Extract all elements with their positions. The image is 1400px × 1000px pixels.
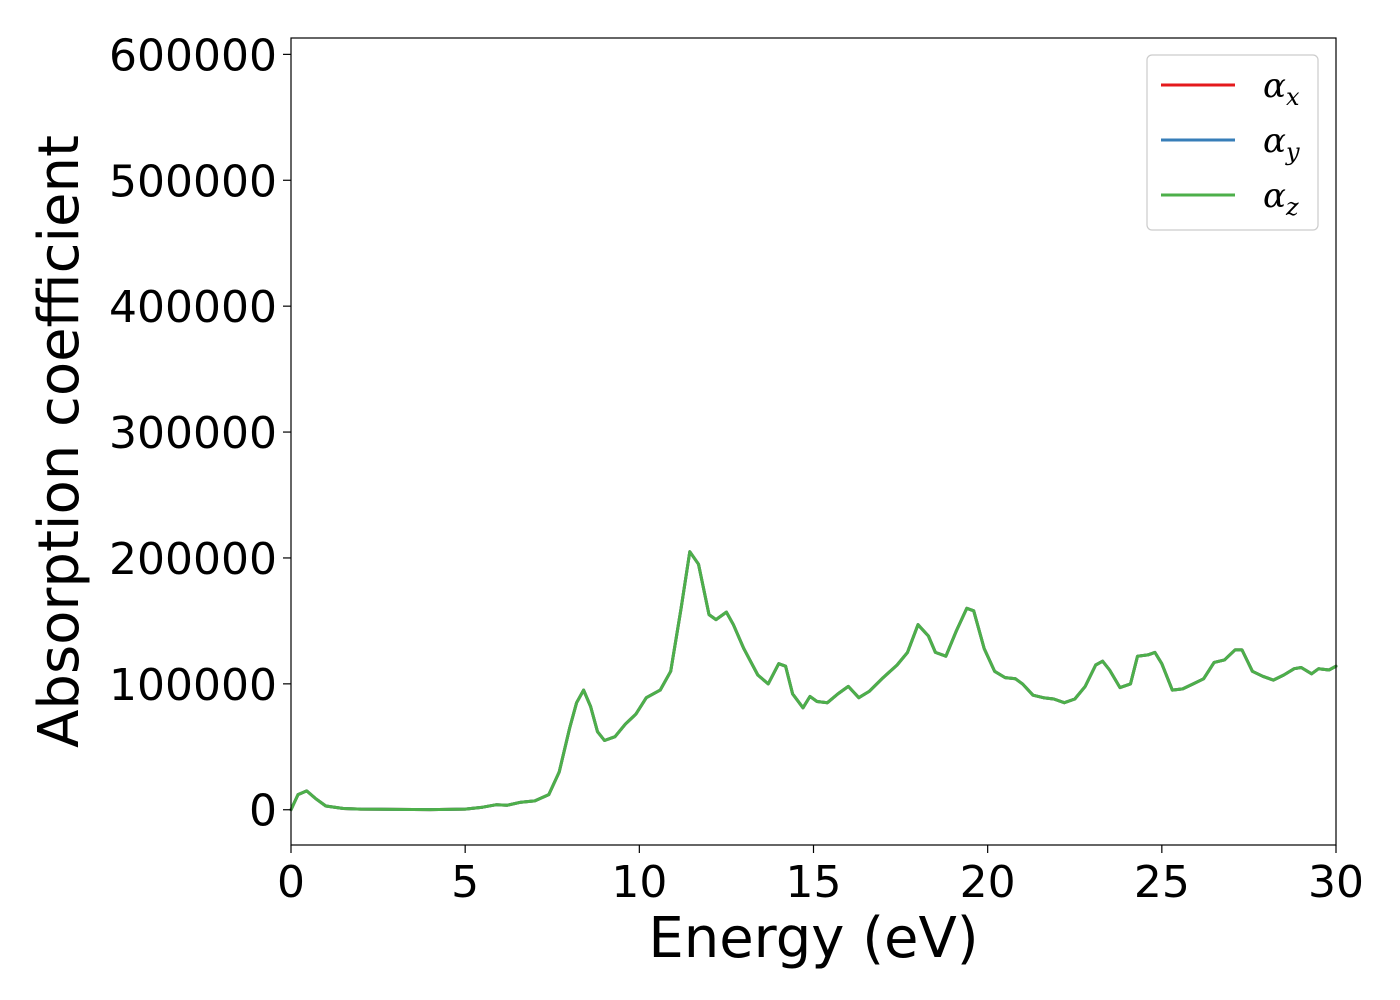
y-axis-title: Absorption coefficient — [27, 135, 92, 748]
y-tick-label: 100000 — [109, 660, 277, 711]
legend-box — [1146, 54, 1319, 231]
y-tick-label: 200000 — [109, 534, 277, 585]
series-alpha-z — [289, 550, 1338, 812]
x-tick-label: 20 — [960, 857, 1016, 908]
y-axis: 0 100000 200000 300000 400000 500000 600000 — [109, 30, 291, 837]
y-tick-label: 300000 — [109, 408, 277, 459]
x-tick-label: 5 — [451, 857, 479, 908]
x-tick-label: 25 — [1134, 857, 1190, 908]
x-tick-label: 30 — [1308, 857, 1364, 908]
series-layer — [289, 550, 1338, 812]
y-tick-label: 0 — [249, 786, 277, 837]
y-tick-label: 400000 — [109, 282, 277, 333]
x-tick-label: 15 — [786, 857, 842, 908]
y-tick-label: 600000 — [109, 30, 277, 81]
x-tick-label: 0 — [277, 857, 305, 908]
x-tick-label: 10 — [611, 857, 667, 908]
x-axis-title: Energy (eV) — [648, 906, 978, 971]
x-axis: 0 5 10 15 20 25 30 — [277, 845, 1364, 908]
y-tick-label: 500000 — [109, 156, 277, 207]
